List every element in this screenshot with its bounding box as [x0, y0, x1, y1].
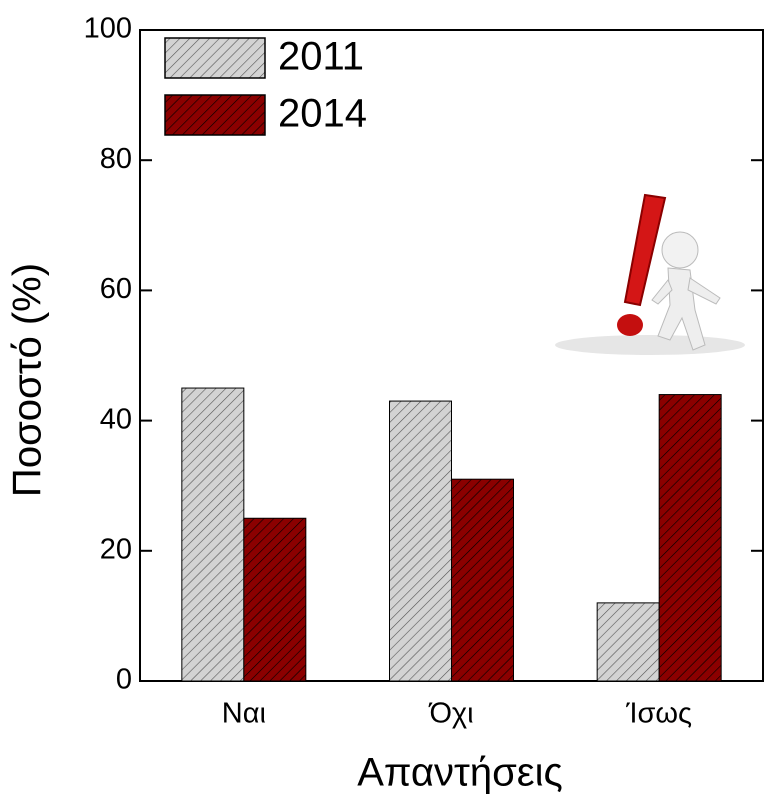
y-tick-label: 100 — [84, 13, 132, 45]
y-tick-label: 60 — [100, 273, 132, 305]
bar — [390, 401, 452, 681]
legend-label: 2014 — [278, 92, 367, 136]
legend-swatch — [165, 38, 265, 78]
clipart — [555, 195, 745, 355]
x-axis-label: Απαντήσεις — [357, 751, 563, 795]
y-axis-label: Ποσοστό (%) — [6, 263, 50, 497]
x-tick-label: Ίσως — [625, 698, 692, 730]
y-tick-label: 40 — [100, 403, 132, 435]
legend-label: 2011 — [278, 35, 364, 79]
bar — [659, 395, 721, 681]
bar — [244, 518, 306, 681]
bar — [182, 388, 244, 681]
bar — [452, 479, 514, 681]
y-tick-label: 80 — [100, 143, 132, 175]
y-tick-label: 0 — [116, 664, 132, 696]
y-tick-label: 20 — [100, 533, 132, 565]
bar — [597, 603, 659, 681]
x-tick-label: Όχι — [428, 698, 473, 730]
legend-swatch — [165, 95, 265, 135]
x-tick-label: Ναι — [222, 698, 266, 730]
chart: Απαντήσεις Ποσοστό (%) 0 20 40 60 80 100 Ναι Όχ… — [0, 0, 765, 799]
